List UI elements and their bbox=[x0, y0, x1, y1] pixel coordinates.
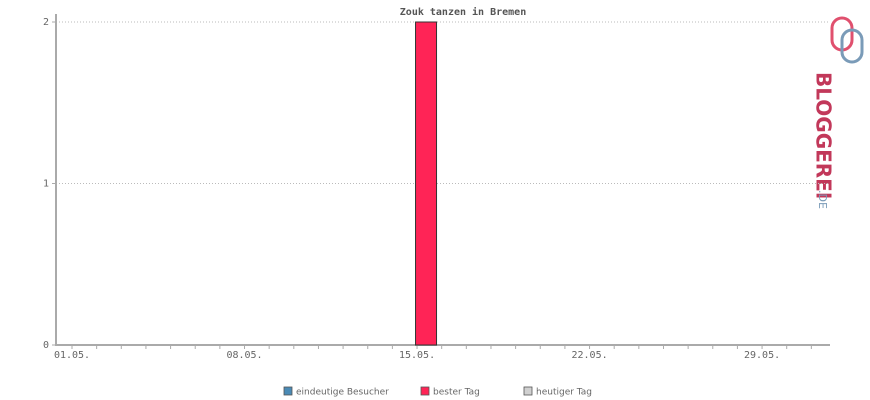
legend-swatch bbox=[283, 386, 293, 396]
chart-title: Zouk tanzen in Bremen bbox=[400, 6, 526, 18]
y-tick-label: 0 bbox=[43, 340, 49, 351]
logo: BLOGGEREI .DE bbox=[812, 16, 864, 209]
logo-suffix: .DE bbox=[816, 190, 829, 209]
x-tick-label: 22.05. bbox=[571, 350, 607, 361]
y-tick-label: 2 bbox=[43, 17, 49, 28]
legend-swatch bbox=[523, 386, 533, 396]
x-tick-label: 01.05. bbox=[54, 350, 90, 361]
legend-label: eindeutige Besucher bbox=[296, 388, 389, 398]
x-tick-label: 29.05. bbox=[744, 350, 780, 361]
bar bbox=[415, 21, 438, 346]
x-tick-label: 08.05. bbox=[226, 350, 262, 361]
legend-label: bester Tag bbox=[433, 388, 480, 398]
legend-swatch bbox=[420, 386, 430, 396]
y-tick-label: 1 bbox=[43, 179, 49, 190]
x-tick-label: 15.05. bbox=[399, 350, 435, 361]
logo-text: BLOGGEREI bbox=[812, 72, 836, 199]
legend-label: heutiger Tag bbox=[536, 388, 592, 398]
